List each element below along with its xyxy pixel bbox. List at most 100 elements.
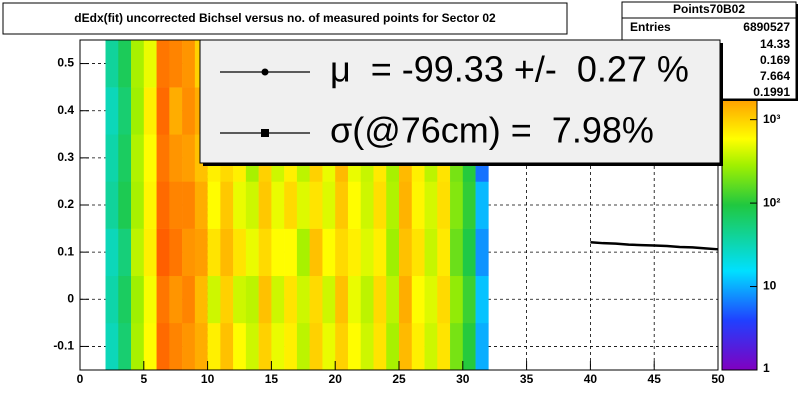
heatmap-cell [271, 228, 285, 277]
heatmap-cell [118, 228, 132, 277]
heatmap-cell [347, 181, 362, 229]
x-tick-label: 50 [711, 372, 725, 386]
heatmap-cell [182, 181, 196, 229]
heatmap-cell [156, 40, 170, 88]
x-tick-label: 35 [520, 372, 534, 386]
heatmap-cell [143, 40, 157, 88]
heatmap-cell [309, 322, 323, 371]
heatmap-cell [156, 275, 170, 324]
heatmap-cell [309, 181, 323, 229]
heatmap-cell [245, 275, 259, 324]
y-tick-label: 0 [67, 291, 74, 305]
heatmap-cell [360, 181, 374, 229]
heatmap-cell [284, 228, 298, 277]
heatmap-cell [131, 134, 145, 182]
heatmap-cell [143, 87, 157, 135]
heatmap-cell [194, 275, 208, 324]
heatmap-cell [169, 275, 183, 324]
profile-line [590, 240, 719, 251]
heatmap-cell [118, 322, 132, 371]
heatmap-cell [105, 322, 119, 371]
heatmap-cell [105, 181, 119, 229]
heatmap-cell [335, 228, 349, 277]
heatmap-cell [424, 181, 438, 229]
heatmap-cell [118, 134, 132, 182]
heatmap-cell [462, 228, 476, 277]
x-tick-label: 30 [456, 372, 470, 386]
heatmap-cell [399, 181, 413, 229]
heatmap-cell [220, 275, 234, 324]
heatmap-cell [169, 40, 183, 88]
heatmap-cell [296, 275, 310, 324]
stats-value: 14.33 [760, 37, 790, 51]
heatmap-cell [245, 228, 259, 277]
heatmap-cell [347, 322, 362, 371]
heatmap-cell [245, 181, 259, 229]
y-tick-label: 0.4 [57, 103, 74, 117]
heatmap-cell [118, 87, 132, 135]
heatmap-cell [360, 228, 374, 277]
x-tick-label: 45 [648, 372, 662, 386]
heatmap-cell [411, 322, 425, 371]
heatmap-cell [169, 228, 183, 277]
heatmap-cell [296, 181, 310, 229]
heatmap-cell [245, 322, 259, 371]
heatmap-cell [322, 275, 336, 324]
x-tick-label: 20 [329, 372, 343, 386]
heatmap-cell [437, 181, 451, 229]
heatmap-cell [194, 322, 208, 371]
stats-label: Entries [630, 20, 671, 34]
heatmap-cell [194, 228, 208, 277]
heatmap-cell [360, 275, 374, 324]
stats-values: 14.33 0.169 7.664 0.1991 [753, 37, 790, 99]
heatmap-cell [143, 275, 157, 324]
stats-value: 0.1991 [753, 85, 790, 99]
heatmap-cell [475, 181, 489, 229]
heatmap-cell [347, 275, 362, 324]
x-tick-label: 0 [77, 372, 84, 386]
heatmap-cell [207, 322, 221, 371]
heatmap-cell [296, 228, 310, 277]
heatmap-cell [424, 322, 438, 371]
heatmap-cell [182, 40, 196, 88]
heatmap-cell [475, 275, 489, 324]
heatmap-cell [335, 275, 349, 324]
heatmap-cell [131, 322, 145, 371]
heatmap-cell [271, 181, 285, 229]
heatmap-cell [233, 181, 247, 229]
heatmap-cell [450, 322, 464, 371]
heatmap-cell [411, 228, 425, 277]
x-tick-label: 5 [140, 372, 147, 386]
heatmap-cell [220, 181, 234, 229]
heatmap-cell [424, 228, 438, 277]
x-tick-label: 40 [584, 372, 598, 386]
heatmap-cell [182, 228, 196, 277]
stats-value: 0.169 [760, 53, 790, 67]
heatmap-cell [335, 322, 349, 371]
heatmap-cell [450, 275, 464, 324]
heatmap-cell [131, 275, 145, 324]
heatmap-cell [182, 322, 196, 371]
heatmap-cell [386, 228, 400, 277]
stats-value: 7.664 [760, 69, 790, 83]
stats-value: 6890527 [743, 20, 790, 34]
z-tick-label: 10² [763, 195, 780, 209]
z-tick-label: 10³ [763, 112, 780, 126]
heatmap-cell [233, 275, 247, 324]
heatmap-cell [182, 275, 196, 324]
heatmap-cell [309, 228, 323, 277]
heatmap-cell [462, 181, 476, 229]
x-tick-label: 15 [265, 372, 279, 386]
heatmap-cell [207, 275, 221, 324]
heatmap-cell [233, 322, 247, 371]
heatmap-cell [207, 181, 221, 229]
heatmap-cell [258, 275, 272, 324]
heatmap-cell [373, 322, 387, 371]
heatmap-cell [258, 228, 272, 277]
heatmap-cell [462, 275, 476, 324]
heatmap-cell [182, 134, 196, 182]
heatmap-cell [118, 181, 132, 229]
heatmap-cell [399, 275, 413, 324]
heatmap-cell [399, 322, 413, 371]
